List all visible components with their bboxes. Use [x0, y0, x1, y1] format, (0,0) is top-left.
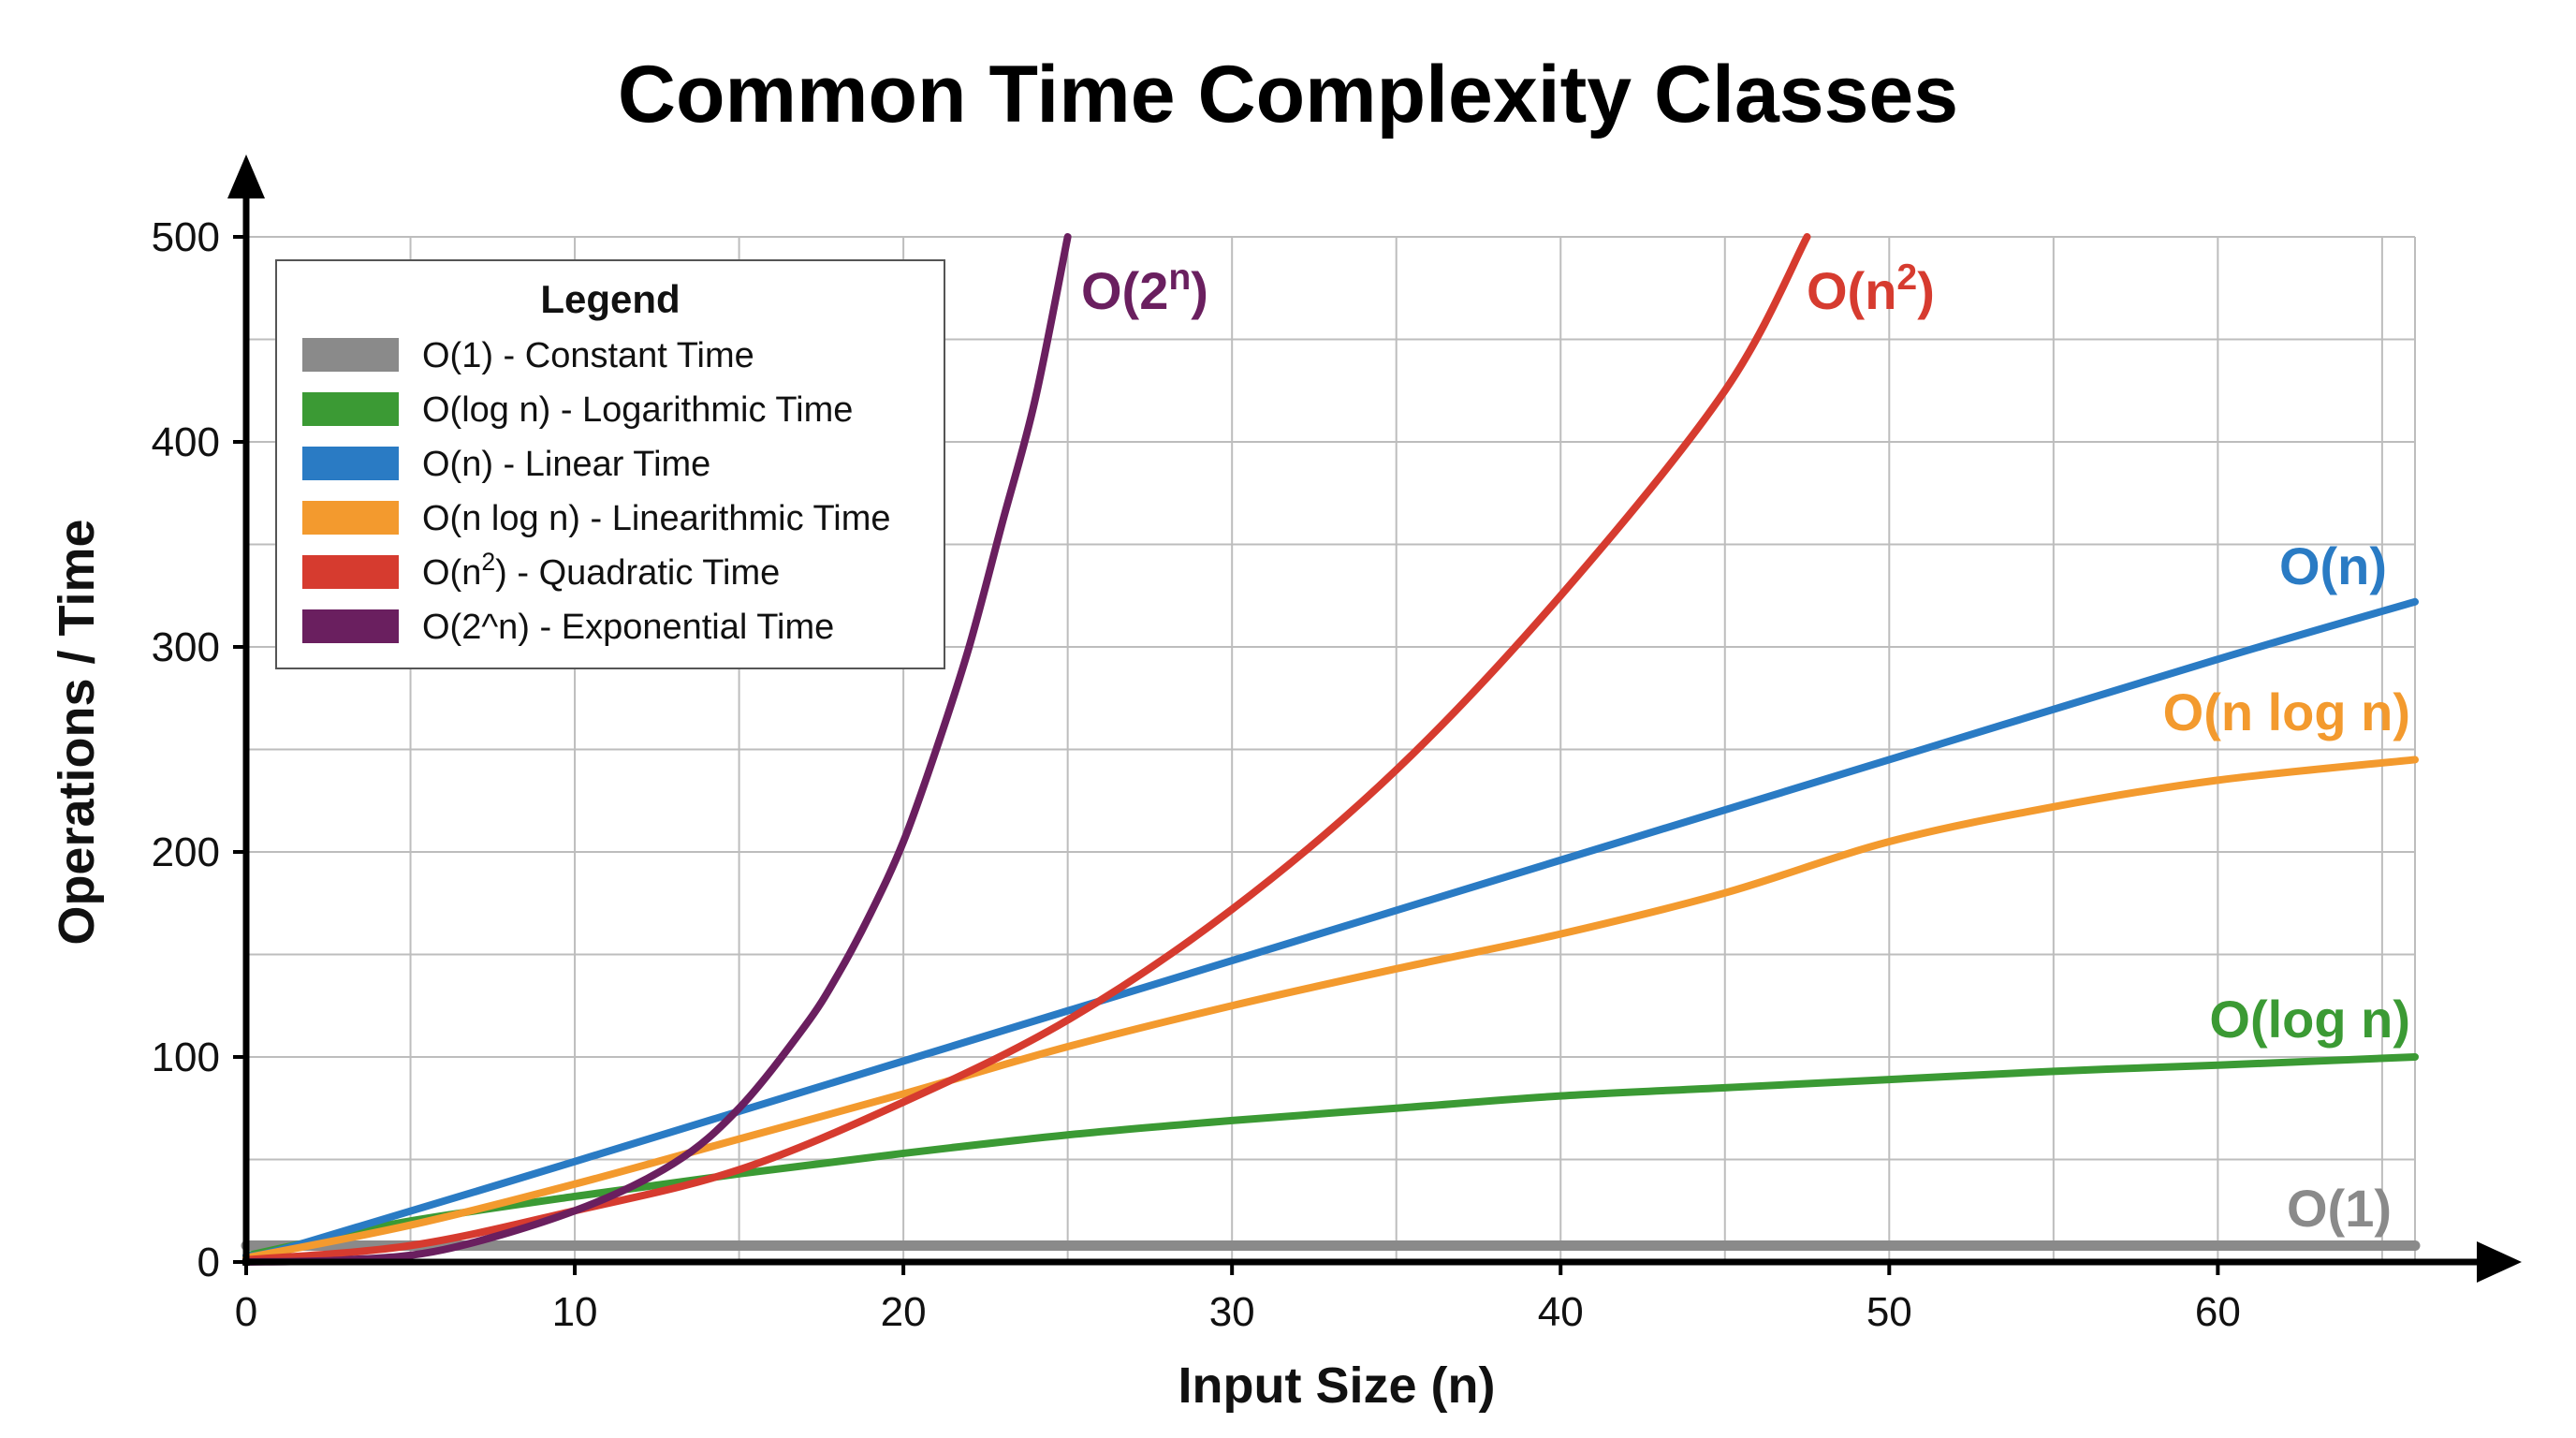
y-tick-label: 100	[152, 1034, 220, 1080]
x-tick-label: 50	[1866, 1289, 1912, 1335]
y-tick-label: 0	[198, 1240, 220, 1285]
x-axis-label: Input Size (n)	[1178, 1357, 1496, 1414]
x-tick-label: 20	[881, 1289, 927, 1335]
curve-label-ologn: O(log n)	[2209, 990, 2410, 1049]
y-axis-label: Operations / Time	[49, 519, 105, 945]
legend-label-onlogn: O(n log n) - Linearithmic Time	[422, 499, 891, 538]
series-line-ologn	[242, 1053, 2419, 1260]
legend-swatch-o1	[302, 338, 399, 372]
x-axis-arrow-icon	[2477, 1241, 2522, 1283]
legend-swatch-on2	[302, 555, 399, 589]
legend-swatch-o2n	[302, 609, 399, 643]
series-line-on	[242, 597, 2419, 1260]
x-tick-label: 60	[2195, 1289, 2241, 1335]
chart-title: Common Time Complexity Classes	[618, 50, 1958, 139]
y-tick-label: 500	[152, 214, 220, 260]
x-tick-label: 40	[1538, 1289, 1584, 1335]
legend-swatch-ologn	[302, 392, 399, 426]
curve-label-o2n: O(2n)	[1081, 257, 1208, 321]
curve-label-on: O(n)	[2279, 536, 2387, 595]
legend-label-o2n: O(2^n) - Exponential Time	[422, 608, 834, 647]
curve-annotations: O(1) O(log n) O(n) O(n log n) O(n2) O(2n)	[1081, 257, 2410, 1239]
legend-label-on: O(n) - Linear Time	[422, 445, 710, 484]
y-axis-arrow-icon	[227, 154, 265, 198]
curves	[241, 233, 2421, 1266]
axes	[227, 154, 2522, 1283]
legend-label-o1: O(1) - Constant Time	[422, 336, 754, 375]
grid	[246, 236, 2416, 1262]
y-tick-label: 300	[152, 624, 220, 670]
curve-label-o1: O(1)	[2287, 1179, 2392, 1238]
y-tick-label: 400	[152, 419, 220, 465]
y-tick-label: 200	[152, 829, 220, 875]
legend-label-ologn: O(log n) - Logarithmic Time	[422, 390, 853, 430]
legend-label-on2: O(n2) - Quadratic Time	[422, 548, 780, 593]
curve-label-on2: O(n2)	[1807, 257, 1935, 321]
legend-title: Legend	[540, 277, 680, 321]
curve-label-onlogn: O(n log n)	[2163, 682, 2410, 741]
series-line-o2n	[242, 233, 1072, 1266]
legend-swatch-on	[302, 447, 399, 480]
ticks: 0 10 20 30 40 50 60 0 100 200 300 400 500	[152, 214, 2241, 1335]
x-tick-label: 30	[1209, 1289, 1255, 1335]
legend: Legend O(1) - Constant Time O(log n) - Lo…	[275, 259, 945, 669]
x-tick-label: 10	[552, 1289, 598, 1335]
legend-swatch-onlogn	[302, 501, 399, 535]
x-tick-label: 0	[235, 1289, 257, 1335]
series-line-onlogn	[242, 756, 2419, 1262]
